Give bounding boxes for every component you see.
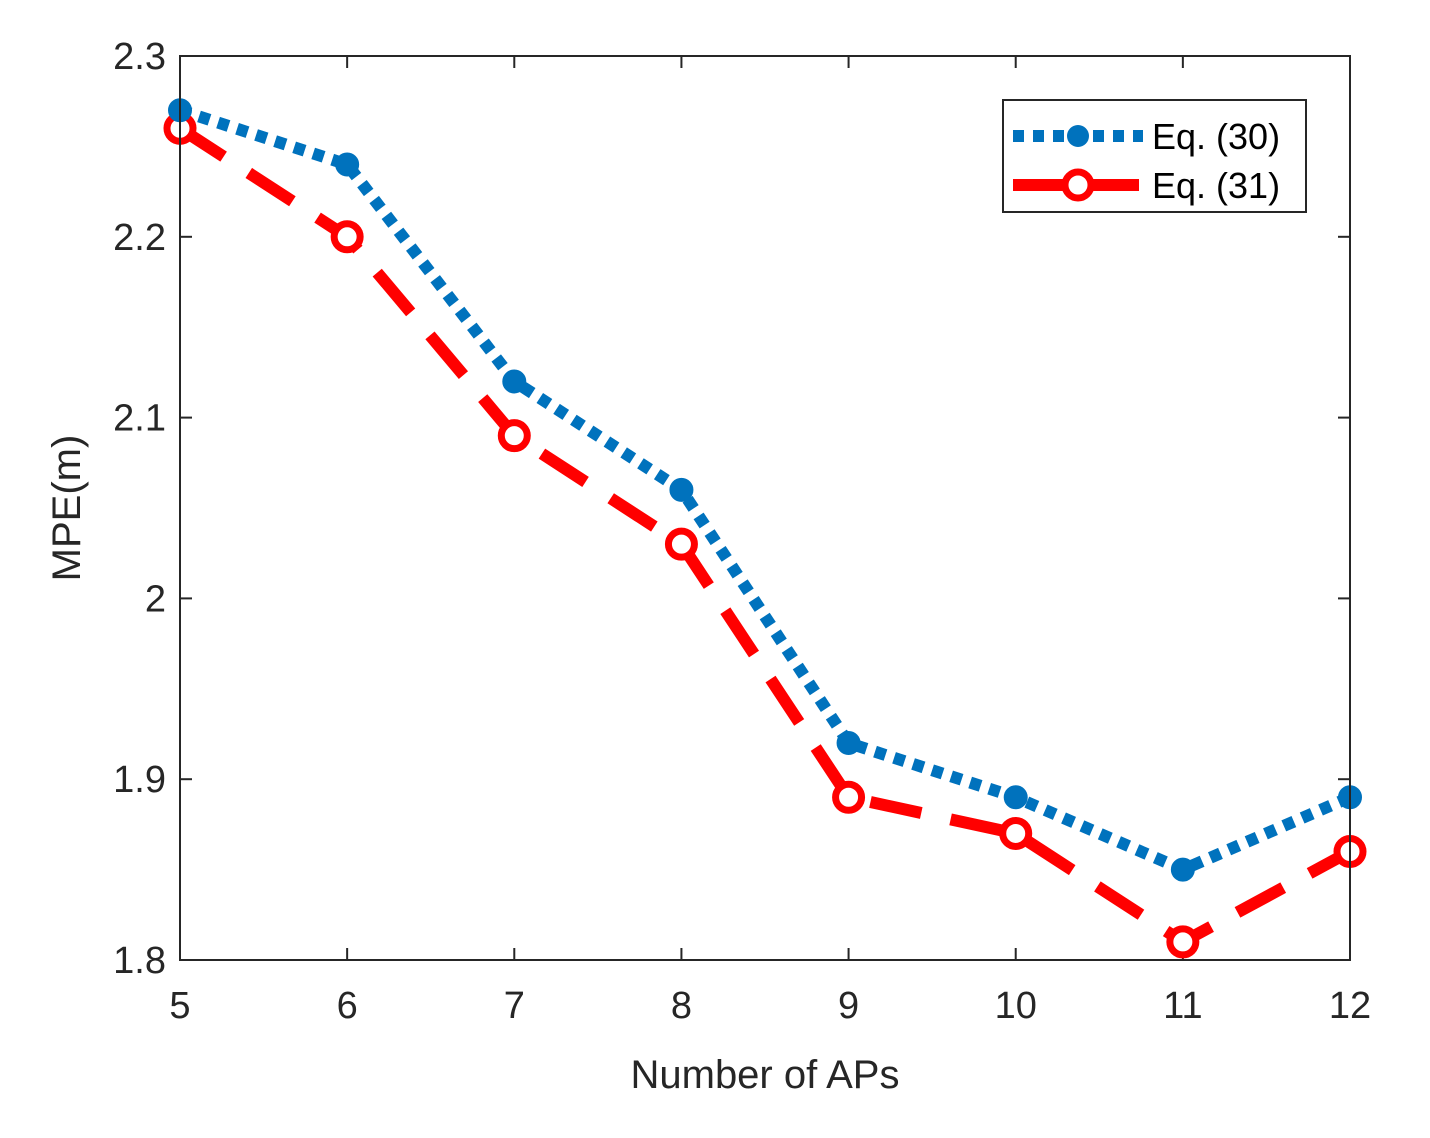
y-tick-label: 1.8 [113, 940, 166, 982]
data-point [664, 527, 698, 561]
y-tick-label: 2.1 [113, 398, 166, 440]
x-tick-label: 7 [504, 985, 525, 1027]
legend-entry: Eq. (30) [1013, 116, 1280, 157]
data-point [836, 731, 861, 756]
x-tick-label: 5 [169, 985, 190, 1027]
x-tick-label: 11 [1163, 985, 1202, 1027]
data-point [1170, 857, 1195, 882]
x-tick-label: 6 [337, 985, 358, 1027]
y-tick-label: 2 [145, 578, 166, 620]
data-point [832, 780, 866, 814]
y-tick-label: 1.9 [113, 759, 166, 801]
legend-marker [1061, 168, 1095, 202]
x-tick-label: 8 [671, 985, 692, 1027]
x-tick-label: 12 [1329, 985, 1371, 1027]
y-axis-label: MPE(m) [45, 435, 89, 582]
legend-label: Eq. (31) [1152, 165, 1280, 206]
data-point [330, 220, 364, 254]
x-tick-labels: 5 6 7 8 9 10 11 12 [169, 985, 1371, 1027]
data-point [335, 152, 360, 177]
x-axis-label: Number of APs [630, 1053, 899, 1097]
data-point [1003, 785, 1028, 810]
legend-label: Eq. (30) [1152, 116, 1280, 157]
legend-marker [1067, 125, 1089, 147]
data-point [502, 369, 527, 394]
y-tick-label: 2.2 [113, 217, 166, 259]
data-point [669, 477, 694, 502]
x-tick-label: 9 [838, 985, 859, 1027]
data-point [999, 816, 1033, 850]
y-tick-labels: 1.8 1.9 2 2.1 2.2 2.3 [113, 36, 166, 982]
data-point [497, 419, 531, 453]
data-point [1166, 925, 1200, 959]
series-line [178, 104, 1353, 877]
legend: Eq. (30) Eq. (31) [1002, 99, 1307, 213]
y-tick-label: 2.3 [113, 36, 166, 78]
data-series [163, 98, 1367, 959]
plot-frame [179, 55, 1351, 961]
x-tick-label: 10 [995, 985, 1037, 1027]
legend-box [1002, 99, 1307, 213]
legend-entry: Eq. (31) [1013, 165, 1280, 206]
